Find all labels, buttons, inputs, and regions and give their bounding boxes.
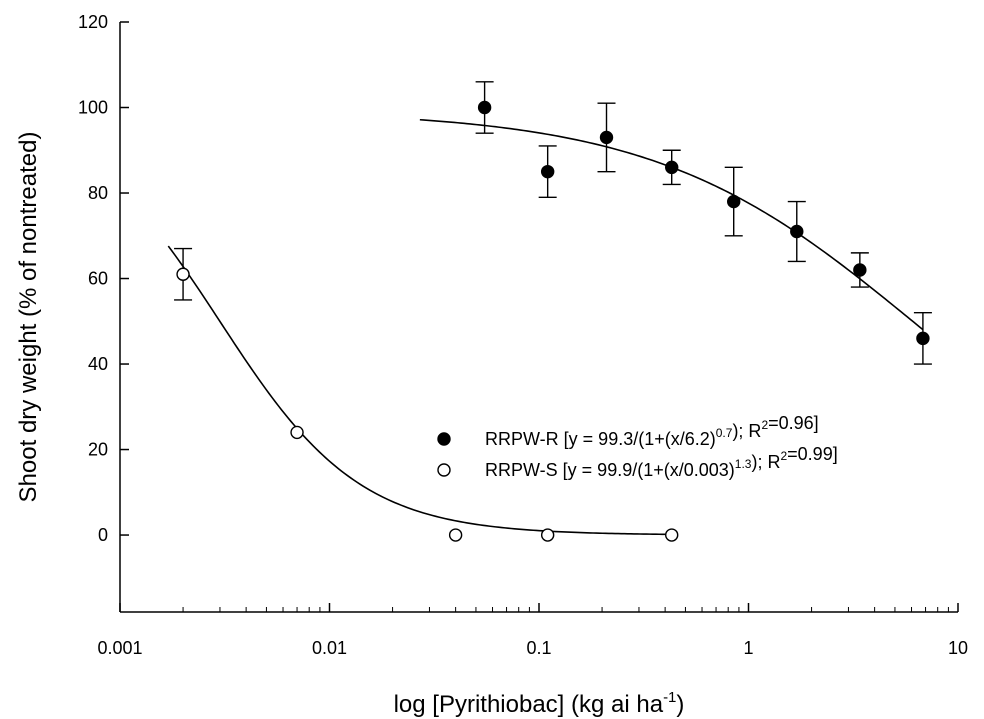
y-tick-label: 40 <box>88 354 108 374</box>
data-point-rrpw-s <box>540 528 555 542</box>
x-tick-label: 1 <box>743 638 753 658</box>
fit-curve-rrpw-s <box>167 245 672 536</box>
y-tick-label: 80 <box>88 183 108 203</box>
legend: RRPW-R [y = 99.3/(1+(x/6.2)0.7); R2=0.96… <box>437 413 838 480</box>
data-point-rrpw-s <box>290 425 304 440</box>
y-axis-title: Shoot dry weight (% of nontreated) <box>15 132 42 503</box>
data-point-rrpw-r <box>540 164 555 179</box>
y-tick-label: 100 <box>78 98 108 118</box>
axes: 0 20 40 60 80 100 120 0.001 0.01 0.1 1 10 <box>78 12 968 658</box>
x-axis-title: log [Pyrithiobac] (kg ai ha-1) <box>394 689 685 718</box>
plot-area <box>167 81 932 542</box>
data-point-rrpw-s <box>665 528 679 542</box>
y-tick-label: 60 <box>88 269 108 289</box>
x-tick-label: 0.01 <box>312 638 347 658</box>
data-point-rrpw-r <box>790 224 804 239</box>
x-tick-label: 0.1 <box>526 638 551 658</box>
data-point-rrpw-r <box>916 331 930 346</box>
data-point-rrpw-r <box>853 263 867 277</box>
x-tick-label: 0.001 <box>97 638 142 658</box>
legend-marker-rrpw-r <box>437 432 451 446</box>
legend-label-rrpw-r: RRPW-R [y = 99.3/(1+(x/6.2)0.7); R2=0.96… <box>485 413 819 449</box>
data-point-rrpw-r <box>665 160 679 175</box>
legend-marker-rrpw-s <box>437 463 451 477</box>
data-point-rrpw-r <box>599 130 614 145</box>
legend-label-rrpw-s: RRPW-S [y = 99.9/(1+(x/0.003)1.3); R2=0.… <box>485 444 838 480</box>
y-tick-label: 0 <box>98 525 108 545</box>
data-point-rrpw-s <box>448 528 463 542</box>
y-tick-label: 20 <box>88 440 108 460</box>
x-tick-label: 10 <box>948 638 968 658</box>
y-tick-label: 120 <box>78 12 108 32</box>
data-point-rrpw-r <box>727 194 741 209</box>
data-point-rrpw-r <box>477 100 492 115</box>
data-point-rrpw-s <box>176 267 190 281</box>
